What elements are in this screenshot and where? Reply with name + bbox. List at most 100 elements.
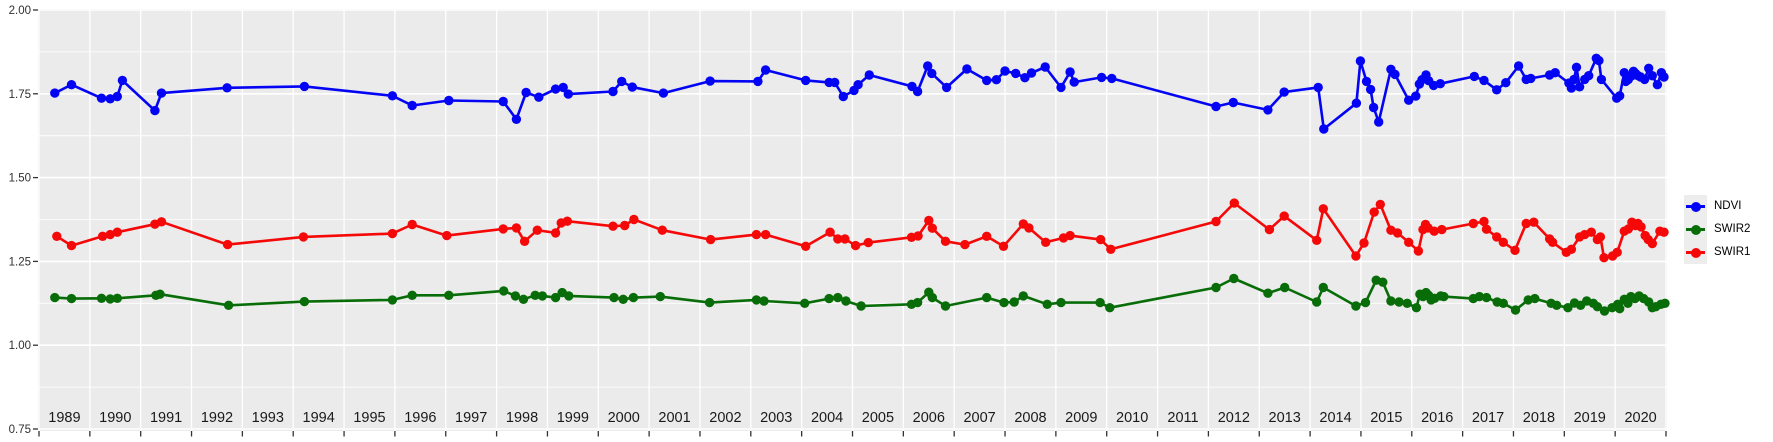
x-tick-label: 1997 [455, 410, 487, 426]
data-point-swir1 [1375, 199, 1386, 210]
data-point-swir1 [1437, 224, 1447, 235]
data-point-swir2 [1394, 297, 1404, 307]
x-tick-label: 2013 [1269, 410, 1301, 426]
data-point-ndvi [753, 76, 763, 87]
data-point-swir2 [800, 298, 810, 308]
data-point-swir2 [982, 292, 992, 303]
legend-key-swir2 [1684, 218, 1707, 241]
data-point-swir1 [1041, 237, 1051, 247]
data-point-ndvi [923, 61, 933, 71]
data-point-swir1 [705, 234, 716, 245]
data-point-ndvi [1615, 91, 1625, 101]
x-tick-label: 1998 [506, 410, 538, 426]
x-tick-label: 1994 [303, 410, 335, 426]
data-point-swir1 [1392, 228, 1403, 238]
data-point-ndvi [1211, 101, 1221, 112]
data-point-swir2 [1211, 282, 1221, 293]
data-point-ndvi [1596, 74, 1607, 85]
data-point-swir1 [801, 241, 811, 251]
data-point-swir1 [1264, 224, 1275, 235]
data-point-swir1 [1095, 234, 1106, 245]
data-point-ndvi [1435, 79, 1446, 89]
data-point-swir1 [1312, 235, 1322, 245]
data-point-swir2 [1552, 300, 1562, 310]
data-point-ndvi [498, 96, 508, 107]
x-tick-label: 2004 [811, 410, 843, 426]
x-tick-label: 2019 [1574, 410, 1606, 426]
data-point-swir1 [1369, 207, 1379, 217]
data-point-ndvi [1228, 97, 1239, 108]
data-point-swir2 [1439, 291, 1449, 302]
data-point-ndvi [864, 70, 874, 80]
x-tick-label: 2007 [963, 410, 995, 426]
data-point-ndvi [1390, 69, 1400, 80]
data-point-swir2 [223, 300, 234, 310]
data-point-swir2 [759, 296, 769, 306]
data-point-ndvi [1594, 55, 1604, 66]
data-point-ndvi [66, 80, 77, 90]
data-point-ndvi [1355, 56, 1366, 66]
data-point-swir1 [924, 215, 934, 226]
x-tick-label: 1992 [201, 410, 233, 426]
data-point-swir2 [940, 301, 951, 311]
data-point-ndvi [558, 82, 568, 93]
x-tick-label: 2001 [658, 410, 690, 426]
data-point-ndvi [658, 88, 669, 98]
data-point-ndvi [1479, 75, 1489, 86]
data-point-swir1 [1510, 245, 1520, 255]
data-point-swir2 [1386, 296, 1396, 306]
data-point-swir1 [1498, 237, 1509, 247]
data-point-ndvi [853, 80, 863, 90]
data-point-swir2 [1318, 282, 1329, 293]
data-point-swir1 [105, 229, 115, 240]
data-point-ndvi [1513, 61, 1524, 71]
data-point-swir2 [1105, 303, 1115, 313]
data-point-ndvi [521, 87, 531, 98]
data-point-swir1 [1279, 211, 1289, 221]
data-point-ndvi [608, 86, 618, 97]
legend-label-ndvi: NDVI [1714, 199, 1742, 212]
data-point-ndvi [1365, 84, 1376, 95]
x-tick-label: 1989 [48, 410, 80, 426]
ndvi-point-swatch [1690, 201, 1701, 212]
x-tick-label: 2012 [1218, 410, 1250, 426]
axis-ticks [33, 9, 1667, 437]
data-point-swir1 [1595, 232, 1606, 242]
data-point-swir1 [387, 228, 398, 239]
legend-item-ndvi: NDVI [1684, 195, 1750, 218]
y-tick-label: 1.00 [9, 340, 31, 352]
data-point-ndvi [1319, 124, 1329, 134]
x-tick-label: 1996 [404, 410, 436, 426]
data-point-swir1 [97, 231, 108, 241]
data-point-swir1 [751, 229, 762, 240]
x-tick-label: 2011 [1167, 410, 1198, 426]
data-point-swir1 [112, 227, 123, 237]
data-point-swir2 [1474, 291, 1485, 302]
x-tick-label: 2016 [1421, 410, 1453, 426]
data-point-swir2 [1042, 299, 1052, 309]
data-point-swir2 [1481, 292, 1492, 303]
legend-key-ndvi [1684, 195, 1707, 218]
series-swir1 [52, 198, 1669, 263]
data-point-swir1 [960, 239, 970, 250]
data-point-ndvi [1492, 85, 1502, 95]
data-point-ndvi [1361, 76, 1372, 87]
data-point-swir1 [519, 236, 530, 246]
data-point-ndvi [830, 77, 840, 88]
data-point-swir1 [998, 241, 1009, 251]
x-tick-label: 2008 [1014, 410, 1046, 426]
data-point-swir2 [1056, 297, 1066, 308]
y-tick-label: 2.00 [9, 5, 31, 17]
x-tick-label: 1999 [557, 410, 589, 426]
data-point-swir1 [498, 224, 508, 234]
data-point-ndvi [1011, 68, 1021, 79]
data-point-swir2 [1229, 273, 1239, 284]
x-tick-label: 2005 [862, 410, 894, 426]
data-point-swir1 [1413, 246, 1424, 256]
data-point-swir1 [1647, 238, 1658, 249]
data-point-swir2 [999, 297, 1009, 308]
data-point-ndvi [1040, 62, 1050, 72]
data-point-swir1 [1529, 217, 1539, 227]
data-point-swir2 [1312, 297, 1322, 307]
